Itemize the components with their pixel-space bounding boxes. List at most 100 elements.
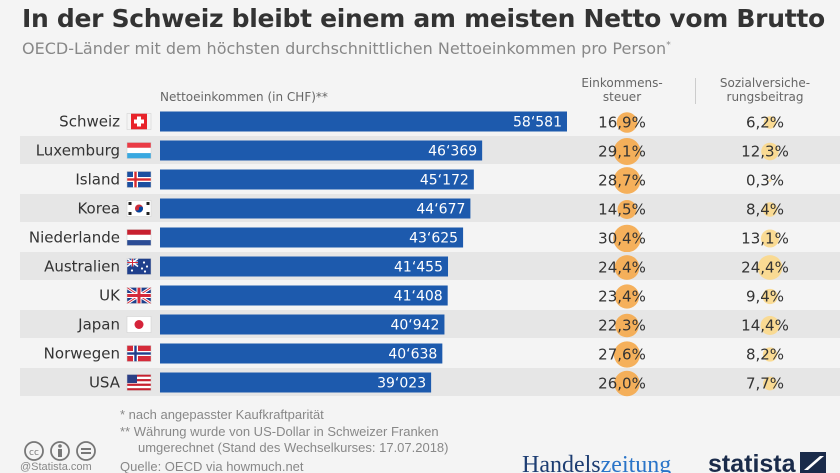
header-net-income: Nettoeinkommen (in CHF)** [160, 90, 328, 104]
header-divider [695, 78, 696, 104]
income-tax-circle [613, 138, 641, 165]
handelszeitung-logo-b: zeitung [600, 452, 672, 473]
flag-gb-icon [126, 286, 152, 305]
statista-credit: @Statista.com [20, 461, 92, 473]
net-income-value-label: 45‘172 [420, 173, 469, 189]
country-label: Luxemburg [36, 142, 120, 160]
subtitle-footnote-mark: * [666, 40, 671, 51]
flag-jp-icon [126, 316, 152, 333]
income-tax-circle [613, 167, 641, 194]
flag-border [126, 171, 152, 188]
flag-part [135, 206, 143, 213]
flag-part [140, 267, 144, 270]
income-tax-value-label: 22,3% [598, 317, 646, 335]
income-tax-circle [614, 284, 640, 309]
header-income-tax: Einkommens-steuer [572, 76, 672, 104]
flag-border [126, 287, 152, 304]
flag-lu-icon [126, 142, 152, 159]
income-tax-circle [613, 341, 641, 368]
flag-border [126, 316, 152, 333]
social-contribution-circle [760, 316, 780, 335]
net-income-bar [160, 198, 471, 219]
social-contribution-value-label: 0,3% [746, 172, 784, 190]
flag-part [143, 270, 147, 273]
net-income-value-label: 39‘023 [377, 376, 426, 392]
svg-text:cc: cc [29, 448, 39, 458]
flag-part [134, 119, 144, 124]
country-label: Schweiz [59, 113, 120, 131]
flag-part [127, 381, 151, 384]
net-income-bar [160, 140, 483, 161]
flag-border [126, 258, 152, 275]
social-contribution-circle [760, 229, 780, 248]
statista-logo-text: statista [708, 450, 796, 473]
income-tax-value-label: 16,9% [598, 114, 646, 132]
subtitle-text: OECD-Länder mit dem höchsten durchschnit… [22, 39, 667, 58]
country-label: Korea [77, 200, 120, 218]
flag-border [126, 345, 152, 362]
net-income-value-label: 41‘455 [394, 260, 443, 276]
flag-part [127, 352, 151, 355]
net-income-bar [160, 285, 448, 306]
flag-part [142, 261, 146, 264]
social-contribution-value-label: 24,4% [741, 259, 789, 277]
footnote-2: ** Währung wurde von US-Dollar in Schwei… [120, 424, 439, 439]
social-contribution-value-label: 14,4% [741, 317, 789, 335]
statista-logo-mark-icon [799, 452, 826, 473]
country-label: Island [75, 171, 120, 189]
social-contribution-circle [762, 202, 778, 217]
flag-no-icon [126, 345, 152, 362]
header-social-line1: Sozialversiche- [719, 76, 811, 90]
header-income-tax-line1: Einkommens- [581, 76, 663, 90]
table-row: Island 45‘172 28,7% 0,3% [75, 167, 784, 194]
net-income-value-label: 46‘369 [428, 144, 477, 160]
table-row: UK 41‘408 23,4% 9,4% [99, 284, 784, 309]
statista-logo: statista [708, 450, 826, 473]
header-income-tax-line2: steuer [602, 90, 642, 104]
social-contribution-circle [763, 376, 777, 391]
social-contribution-value-label: 9,4% [746, 288, 784, 306]
header-social: Sozialversiche-rungsbeitrag [705, 76, 825, 104]
income-tax-circle [614, 370, 640, 397]
net-income-value-label: 40‘942 [390, 318, 439, 334]
social-contribution-value-label: 6,2% [746, 114, 784, 132]
flag-part [127, 385, 151, 389]
income-tax-circle [617, 199, 637, 220]
flag-au-icon [126, 257, 152, 275]
income-tax-circle [614, 255, 640, 280]
table-row: Niederlande 43‘625 30,4% 13,1% [29, 224, 789, 253]
flag-part [134, 320, 144, 329]
source-note: Quelle: OECD via howmuch.net [120, 459, 304, 473]
flag-part [127, 374, 137, 383]
footnote-1: * nach angepasster Kaufkraftparität [120, 407, 324, 422]
creative-commons-icon: cc [24, 441, 96, 461]
social-contribution-value-label: 8,4% [746, 201, 784, 219]
net-income-value-label: 43‘625 [409, 231, 458, 247]
flag-part [127, 142, 151, 148]
flag-us-icon [126, 374, 152, 391]
net-income-bar [160, 111, 567, 132]
income-tax-value-label: 23,4% [598, 288, 646, 306]
table-row: Norwegen 40‘638 27,6% 8,2% [44, 341, 784, 368]
table-row: Schweiz 58‘581 16,9% 6,2% [59, 111, 784, 133]
table-row: USA 39‘023 26,0% 7,7% [20, 368, 840, 397]
flag-part [127, 240, 151, 246]
flag-border [126, 113, 152, 130]
flag-part [127, 294, 151, 297]
flag-part [145, 265, 149, 268]
flag-part [127, 229, 151, 235]
income-tax-value-label: 29,1% [598, 143, 646, 161]
income-tax-value-label: 26,0% [598, 375, 646, 393]
flag-part [127, 147, 151, 154]
income-tax-value-label: 14,5% [598, 201, 646, 219]
social-contribution-value-label: 12,3% [741, 143, 789, 161]
flag-part [127, 374, 151, 377]
income-tax-circle [616, 112, 638, 133]
table-row: Japan 40‘942 22,3% 14,4% [20, 310, 840, 338]
flag-part [128, 212, 132, 215]
flag-nl-icon [126, 229, 152, 246]
chart-title: In der Schweiz bleibt einem am meisten N… [22, 4, 825, 33]
country-label: Norwegen [44, 345, 120, 363]
